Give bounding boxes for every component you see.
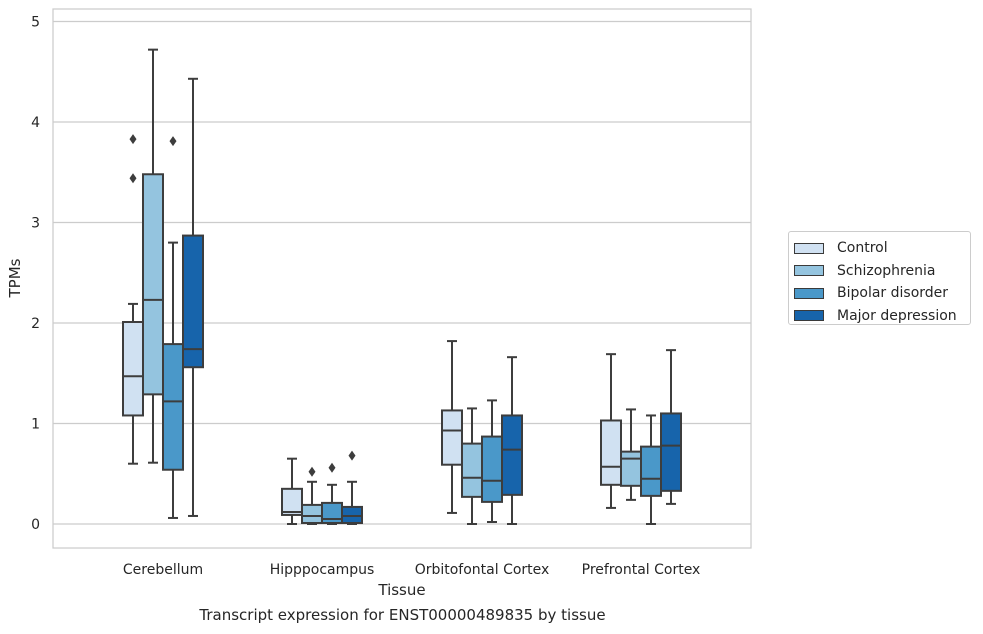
box-iqr <box>162 343 184 471</box>
box <box>640 414 662 525</box>
box <box>600 353 622 509</box>
legend-item: Bipolar disorder <box>794 282 970 305</box>
outlier-point <box>169 136 177 147</box>
box <box>341 450 363 525</box>
box-iqr <box>321 501 343 524</box>
chart-title: Transcript expression for ENST0000048983… <box>199 606 606 624</box>
box-series <box>122 48 682 525</box>
box <box>461 407 483 525</box>
box <box>162 136 184 519</box>
series-major-depression <box>182 77 682 525</box>
box <box>281 457 303 525</box>
box-iqr <box>620 450 642 487</box>
legend-label: Major depression <box>837 307 957 324</box>
x-tick-label: Prefrontal Cortex <box>582 562 701 578</box>
y-tick-label: 4 <box>31 115 40 131</box>
y-tick-label: 0 <box>31 517 40 533</box>
box <box>321 462 343 525</box>
box <box>122 134 144 465</box>
series-control <box>122 134 622 525</box>
box <box>660 349 682 505</box>
legend-swatch <box>794 310 824 322</box>
series-schizophrenia <box>142 48 642 525</box>
x-tick-label: Hipppocampus <box>270 562 375 578</box>
box <box>481 399 503 523</box>
y-tick-label: 5 <box>31 15 40 31</box>
box-iqr <box>461 442 483 498</box>
box <box>142 48 164 464</box>
box-iqr <box>501 414 523 496</box>
legend: Control Schizophrenia Bipolar disorder Majo… <box>788 231 971 325</box>
series-bipolar-disorder <box>162 136 662 525</box>
legend-label: Bipolar disorder <box>837 285 949 302</box>
legend-item: Schizophrenia <box>794 260 970 283</box>
box-iqr <box>600 419 622 486</box>
legend-item: Control <box>794 237 970 260</box>
box-iqr <box>301 503 323 524</box>
x-axis-ticks: Cerebellum Hipppocampus Orbitofontal Corte… <box>123 562 700 578</box>
legend-label: Control <box>837 240 888 257</box>
outlier-point <box>328 462 336 473</box>
y-axis-ticks: 0 1 2 3 4 5 <box>31 15 40 534</box>
box-iqr <box>341 505 363 524</box>
x-tick-label: Cerebellum <box>123 562 203 578</box>
box-iqr <box>182 234 204 369</box>
legend-swatch <box>794 242 824 254</box>
box-iqr <box>660 412 682 492</box>
outlier-point <box>348 450 356 461</box>
box-iqr <box>481 435 503 503</box>
box-iqr <box>441 409 463 466</box>
x-axis-label: Tissue <box>377 581 425 599</box>
box <box>441 340 463 514</box>
outlier-point <box>129 173 137 184</box>
box <box>301 466 323 525</box>
y-tick-label: 2 <box>31 316 40 332</box>
box <box>501 356 523 525</box>
outlier-point <box>129 134 137 145</box>
legend-swatch <box>794 265 824 277</box>
box-iqr <box>122 320 144 417</box>
box-iqr <box>640 445 662 497</box>
y-tick-label: 3 <box>31 216 40 232</box>
legend-label: Schizophrenia <box>837 262 936 279</box>
legend-swatch <box>794 287 824 299</box>
y-tick-label: 1 <box>31 417 40 433</box>
box-iqr <box>281 487 303 516</box>
legend-item: Major depression <box>794 305 970 328</box>
y-axis-label: TPMs <box>6 258 24 298</box>
plot-area-frame <box>52 8 752 549</box>
box-iqr <box>142 173 164 396</box>
outlier-point <box>308 466 316 477</box>
box <box>182 77 204 517</box>
x-tick-label: Orbitofontal Cortex <box>415 562 550 578</box>
